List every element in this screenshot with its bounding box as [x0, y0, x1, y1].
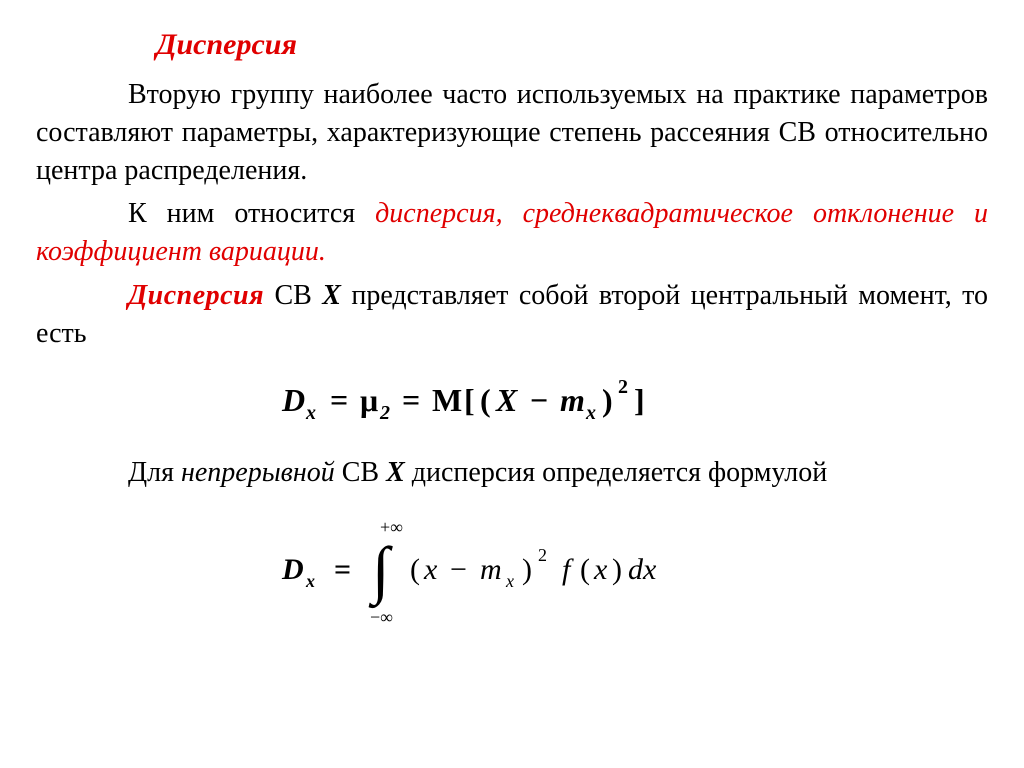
p4-em: непрерывной: [181, 457, 335, 488]
f2-minus: −: [450, 553, 467, 586]
f1-musub: 2: [379, 402, 390, 424]
formula-1: D x = μ 2 = M [ ( X − m x ) 2 ]: [36, 371, 988, 432]
p3-term: Дисперсия: [128, 280, 264, 311]
formula-2: D x = +∞ ∫ −∞ ( x − m x ) 2 f ( x ) dx: [36, 509, 988, 634]
p3-var: X: [322, 280, 341, 311]
f1-D: D: [281, 382, 305, 418]
f1-m: m: [560, 382, 585, 418]
f2-dx: dx: [628, 553, 657, 586]
f2-lim-lo: −∞: [370, 607, 393, 627]
paragraph-2: К ним относится дисперсия, среднеквадрат…: [36, 195, 988, 271]
f1-rbr: ]: [634, 382, 645, 418]
f1-mu: μ: [360, 382, 378, 418]
f2-rpar2: ): [612, 553, 622, 586]
paragraph-4: Для непрерывной СВ X дисперсия определяе…: [36, 454, 988, 492]
f1-lbr: [: [464, 382, 475, 418]
f2-msub: x: [505, 571, 514, 591]
paragraph-1: Вторую группу наиболее часто используемы…: [36, 76, 988, 189]
f1-msub: x: [585, 402, 596, 424]
f1-Dsub: x: [305, 402, 316, 424]
f2-Dsub: x: [305, 571, 315, 591]
f2-rpar: ): [522, 553, 532, 586]
section-title: Дисперсия: [36, 28, 988, 62]
f2-lpar2: (: [580, 553, 590, 586]
f2-eq: =: [334, 553, 351, 586]
f2-x: x: [423, 553, 438, 586]
f2-exp: 2: [538, 545, 547, 565]
formula-2-svg: D x = +∞ ∫ −∞ ( x − m x ) 2 f ( x ) dx: [262, 509, 762, 629]
f1-M: M: [432, 382, 462, 418]
f1-lpar: (: [480, 382, 491, 418]
paragraph-3: Дисперсия СВ X представляет собой второй…: [36, 277, 988, 353]
f1-rpar: ): [602, 382, 613, 418]
f1-X: X: [495, 382, 518, 418]
f1-eq2: =: [402, 382, 420, 418]
p4-mid: СВ: [335, 457, 386, 488]
f1-exp: 2: [618, 376, 628, 398]
p4-tail: дисперсия определяется формулой: [405, 457, 827, 488]
f1-eq1: =: [330, 382, 348, 418]
f2-D: D: [281, 553, 304, 586]
f2-x2: x: [593, 553, 608, 586]
f2-m: m: [480, 553, 502, 586]
p4-var: X: [386, 457, 405, 488]
page: Дисперсия Вторую группу наиболее часто и…: [0, 0, 1024, 676]
f2-f: f: [562, 553, 574, 586]
p3-mid1: СВ: [264, 280, 322, 311]
p2-lead: К ним относится: [128, 198, 375, 229]
p4-lead: Для: [128, 457, 181, 488]
f1-minus: −: [530, 382, 548, 418]
f2-lpar: (: [410, 553, 420, 586]
f2-int: ∫: [368, 534, 393, 609]
formula-1-svg: D x = μ 2 = M [ ( X − m x ) 2 ]: [272, 371, 752, 427]
